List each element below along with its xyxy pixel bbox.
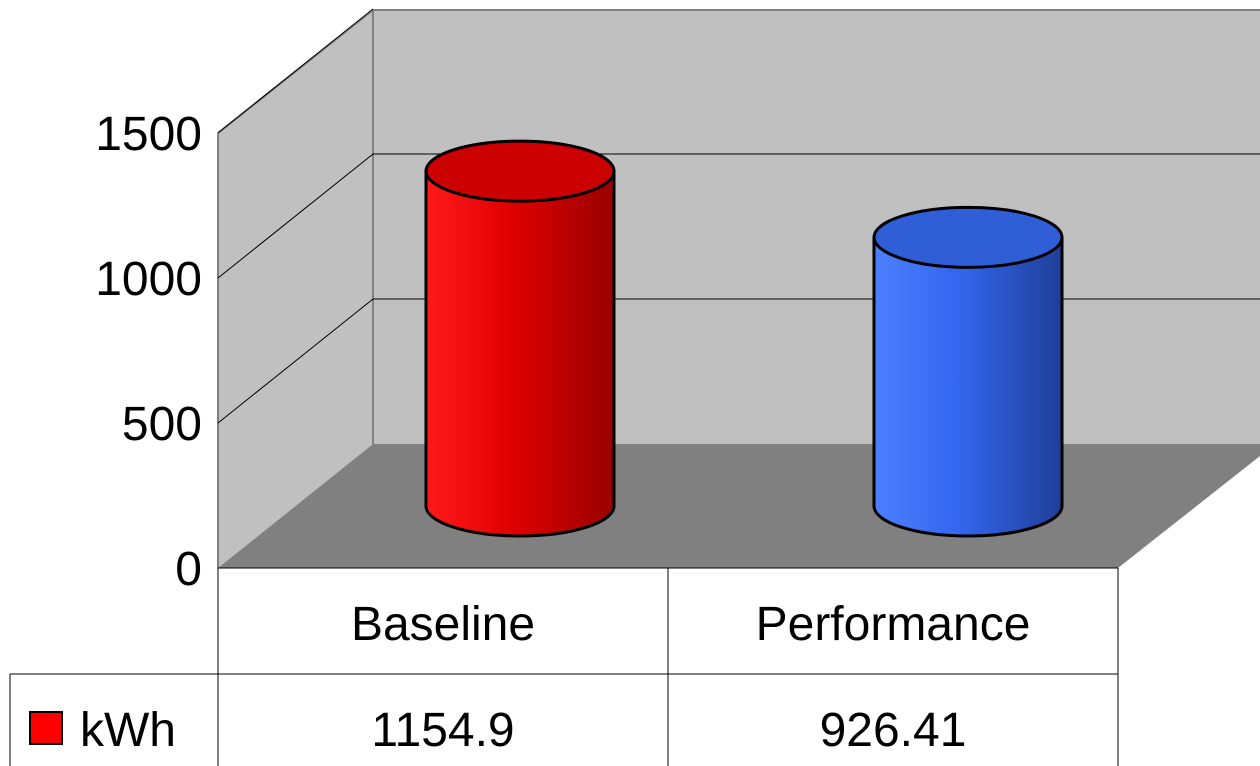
y-tick-label: 0 xyxy=(175,543,202,596)
y-tick-label: 1000 xyxy=(95,253,202,306)
cylinder-body xyxy=(424,169,616,538)
data-value-label: 1154.9 xyxy=(371,704,514,757)
chart-floor xyxy=(218,444,1260,568)
series-name-label: kWh xyxy=(80,704,176,757)
y-tick-label: 500 xyxy=(122,398,202,451)
category-label: Performance xyxy=(756,598,1031,651)
y-tick-label: 1500 xyxy=(95,108,202,161)
cylinder-body xyxy=(872,235,1064,538)
cylinder-top xyxy=(872,205,1064,269)
cylinder-top xyxy=(424,139,616,203)
y-axis-tick-labels: 0 500 1000 1500 xyxy=(95,108,202,596)
gridline-side xyxy=(217,8,374,134)
gridline-side xyxy=(217,153,374,279)
gridline-side xyxy=(217,298,374,424)
chart-side-wall xyxy=(218,10,373,568)
data-table: Baseline Performance kWh 1154.9 926.41 xyxy=(9,567,1119,766)
data-value-label: 926.41 xyxy=(820,704,967,757)
legend-key-swatch xyxy=(29,711,63,745)
cylinder-bar xyxy=(424,139,616,538)
bars xyxy=(424,139,1064,538)
category-label: Baseline xyxy=(351,598,535,651)
cylinder-bar xyxy=(872,205,1064,538)
